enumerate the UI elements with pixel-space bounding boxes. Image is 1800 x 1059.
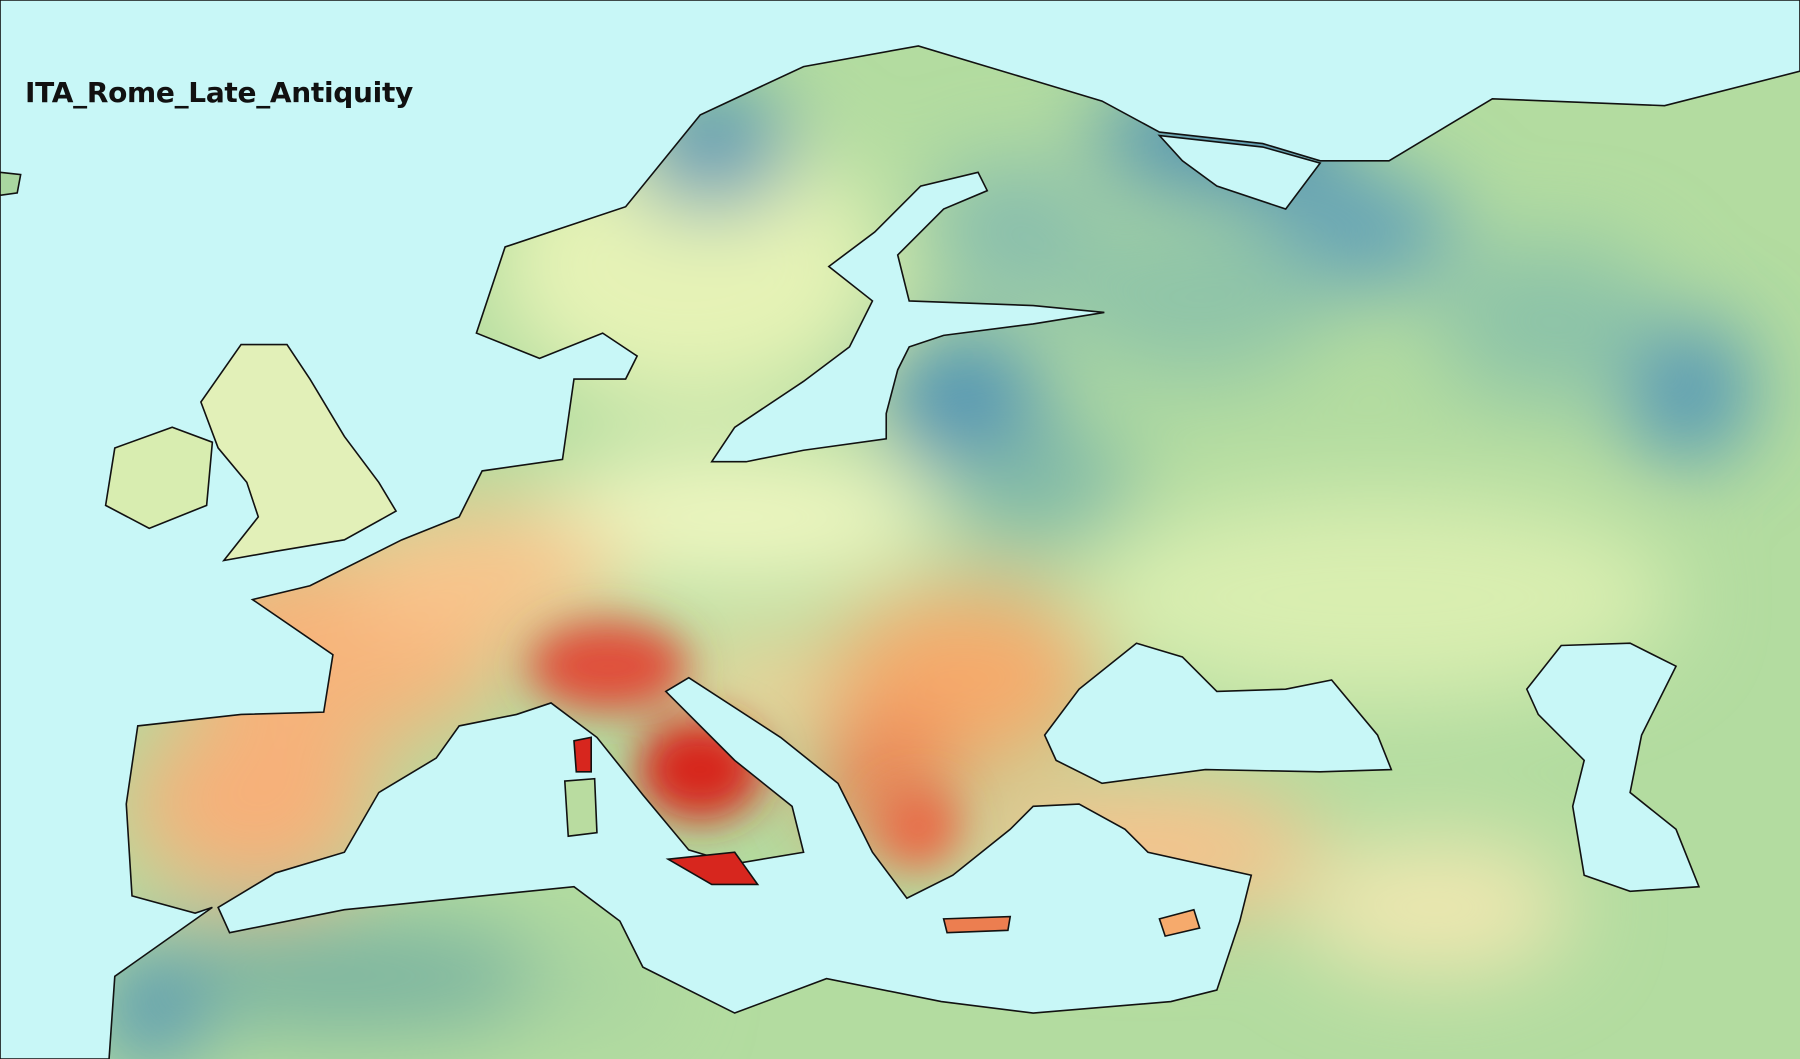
cyprus bbox=[1158, 908, 1201, 938]
white-sea bbox=[1157, 134, 1322, 210]
great-britain bbox=[199, 343, 398, 562]
crete bbox=[942, 915, 1012, 934]
map-title: ITA_Rome_Late_Antiquity bbox=[25, 76, 413, 109]
iceland-fragment bbox=[0, 171, 22, 197]
black-sea bbox=[1043, 642, 1393, 785]
sardinia bbox=[563, 777, 598, 838]
islands bbox=[0, 171, 1201, 938]
sicily bbox=[665, 851, 760, 886]
corsica bbox=[573, 736, 593, 773]
caspian-sea bbox=[1525, 642, 1701, 893]
baltic-sea bbox=[710, 171, 1105, 463]
ireland bbox=[104, 426, 214, 530]
